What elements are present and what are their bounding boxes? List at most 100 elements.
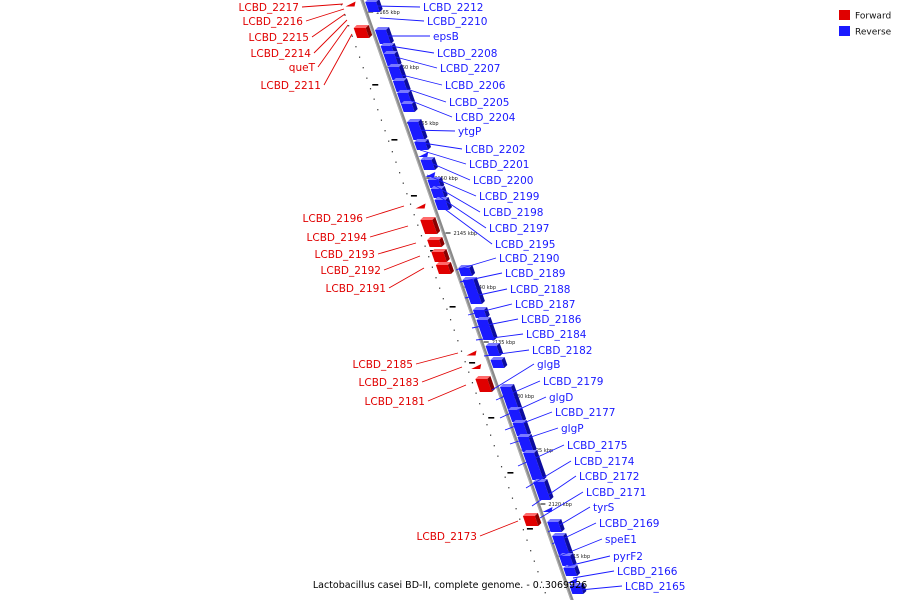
gene-label[interactable]: LCBD_2188 [510,284,570,296]
reverse-gene-block[interactable] [547,519,565,532]
gene-label[interactable]: LCBD_2191 [326,283,386,295]
forward-gene-block[interactable] [435,262,454,274]
gene-label[interactable]: LCBD_2190 [499,253,559,265]
gene-label[interactable]: LCBD_2208 [437,48,497,60]
gene-label[interactable]: LCBD_2187 [515,299,575,311]
forward-gene-block[interactable] [353,25,373,38]
gene-label[interactable]: LCBD_2198 [483,207,543,219]
reverse-gene-block[interactable] [542,507,553,512]
gene-label[interactable]: tyrS [593,502,615,514]
gene-label[interactable]: LCBD_2211 [261,80,321,92]
reverse-gene-block[interactable] [499,384,522,410]
gene-label[interactable]: LCBD_2174 [574,456,635,468]
scale-dash [507,472,514,474]
reverse-gene-block[interactable] [375,27,394,44]
gene-label[interactable]: LCBD_2172 [579,471,639,483]
gene-label[interactable]: speE1 [605,534,637,546]
gene-label[interactable]: LCBD_2212 [423,2,483,14]
forward-gene-block[interactable] [471,364,482,369]
gene-label[interactable]: LCBD_2194 [307,232,368,244]
reverse-gene-block[interactable] [476,317,498,340]
gene-leader-line [369,225,409,238]
gene-label[interactable]: LCBD_2181 [365,396,425,408]
gene-label[interactable]: LCBD_2204 [455,112,516,124]
forward-track-dot [431,266,433,268]
gene-label[interactable]: LCBD_2169 [599,518,659,530]
gene-label[interactable]: pyrF2 [613,551,643,563]
gene-label[interactable]: glgB [537,359,560,371]
reverse-gene-block[interactable] [508,407,527,422]
gene-label[interactable]: LCBD_2206 [445,80,506,92]
gene-label[interactable]: LCBD_2177 [555,407,615,419]
forward-gene-block[interactable] [466,350,477,356]
gene-label[interactable]: LCBD_2214 [251,48,312,60]
gene-label[interactable]: LCBD_2171 [586,487,646,499]
reverse-gene-block[interactable] [418,152,429,157]
reverse-gene-block[interactable] [512,420,532,436]
gene-label[interactable]: LCBD_2215 [249,32,309,44]
gene-label[interactable]: LCBD_2195 [495,239,555,251]
forward-track-dot [508,487,510,489]
gene-label[interactable]: LCBD_2189 [505,268,565,280]
gene-label[interactable]: LCBD_2184 [526,329,587,341]
reverse-gene-block[interactable] [517,434,537,452]
reverse-gene-block[interactable] [490,357,508,368]
gene-leader-line [539,491,584,519]
gene-label[interactable]: LCBD_2173 [417,531,477,543]
gene-label[interactable]: LCBD_2192 [321,265,381,277]
reverse-gene-block[interactable] [458,265,476,276]
gene-label[interactable]: LCBD_2201 [469,159,529,171]
gene-leader-line [365,205,405,219]
gene-label[interactable]: LCBD_2200 [473,175,533,187]
gene-label[interactable]: queT [289,62,316,74]
gene-label[interactable]: glgP [561,423,584,435]
reverse-gene-block[interactable] [567,578,578,583]
gene-label[interactable]: LCBD_2202 [465,144,525,156]
reverse-gene-block[interactable] [414,139,431,150]
gene-label[interactable]: LCBD_2165 [625,581,685,593]
forward-gene-block[interactable] [420,217,441,234]
reverse-gene-block[interactable] [569,583,587,594]
gene-label[interactable]: LCBD_2182 [532,345,592,357]
gene-label[interactable]: LCBD_2196 [303,213,364,225]
gene-label[interactable]: LCBD_2207 [440,63,500,75]
reverse-gene-block[interactable] [392,78,411,92]
reverse-gene-block[interactable] [563,565,581,576]
forward-track-dot [504,476,506,478]
gene-label[interactable]: ytgP [458,126,481,138]
gene-label[interactable]: LCBD_2193 [315,249,375,261]
gene-label[interactable]: epsB [433,31,459,43]
gene-leader-line [559,538,603,557]
reverse-gene-block[interactable] [400,101,418,112]
reverse-gene-block[interactable] [485,343,504,356]
gene-label[interactable]: LCBD_2199 [479,191,539,203]
forward-gene-block[interactable] [415,203,426,209]
gene-label[interactable]: LCBD_2166 [617,566,678,578]
gene-label[interactable]: LCBD_2183 [359,377,419,389]
reverse-gene-block[interactable] [383,51,402,66]
gene-label[interactable]: LCBD_2210 [427,16,487,28]
forward-track-dot [482,413,484,415]
reverse-gene-block[interactable] [420,157,439,170]
forward-gene-block[interactable] [475,376,495,392]
genome-caption: Lactobacillus casei BD-II, complete geno… [313,580,587,591]
gene-label[interactable]: LCBD_2186 [521,314,582,326]
reverse-gene-block[interactable] [407,119,428,140]
forward-gene-block[interactable] [431,249,450,262]
forward-gene-block[interactable] [345,1,356,7]
gene-label[interactable]: LCBD_2175 [567,440,627,452]
gene-label[interactable]: LCBD_2216 [243,16,304,28]
gene-label[interactable]: glgD [549,392,573,404]
gene-label[interactable]: LCBD_2197 [489,223,549,235]
gene-label[interactable]: LCBD_2217 [239,2,299,14]
reverse-gene-block[interactable] [434,197,453,210]
gene-label[interactable]: LCBD_2185 [353,359,413,371]
forward-gene-block[interactable] [522,513,542,526]
label-layer: LCBD_2217 LCBD_2216 LCBD_2215 LCBD_2214 queT… [239,2,686,593]
forward-gene-block[interactable] [427,237,445,247]
reverse-gene-block[interactable] [552,533,574,556]
forward-track-dot [540,581,543,583]
gene-label[interactable]: LCBD_2205 [449,97,509,109]
gene-label[interactable]: LCBD_2179 [543,376,603,388]
reverse-gene-block[interactable] [473,307,490,318]
